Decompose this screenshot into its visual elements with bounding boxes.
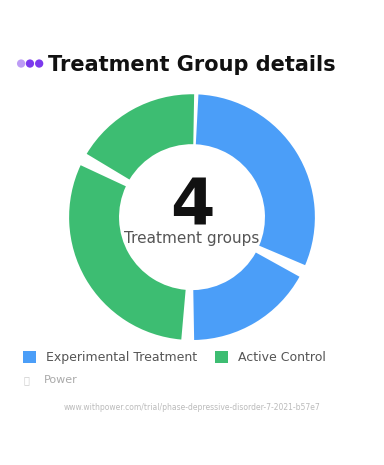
Text: www.withpower.com/trial/phase-depressive-disorder-7-2021-b57e7: www.withpower.com/trial/phase-depressive… (64, 403, 320, 412)
Text: 🔰: 🔰 (23, 375, 29, 385)
Text: Active Control: Active Control (238, 351, 326, 364)
Text: Power: Power (44, 375, 78, 385)
Wedge shape (87, 94, 194, 179)
Circle shape (17, 60, 25, 68)
Wedge shape (193, 252, 300, 340)
FancyBboxPatch shape (215, 351, 228, 364)
Text: Treatment groups: Treatment groups (124, 231, 260, 246)
Circle shape (35, 60, 43, 68)
Wedge shape (196, 94, 315, 265)
Text: 4: 4 (170, 177, 214, 239)
FancyBboxPatch shape (23, 351, 36, 364)
Circle shape (26, 60, 34, 68)
Text: Experimental Treatment: Experimental Treatment (46, 351, 197, 364)
Wedge shape (69, 165, 185, 339)
Text: Treatment Group details: Treatment Group details (48, 55, 336, 75)
